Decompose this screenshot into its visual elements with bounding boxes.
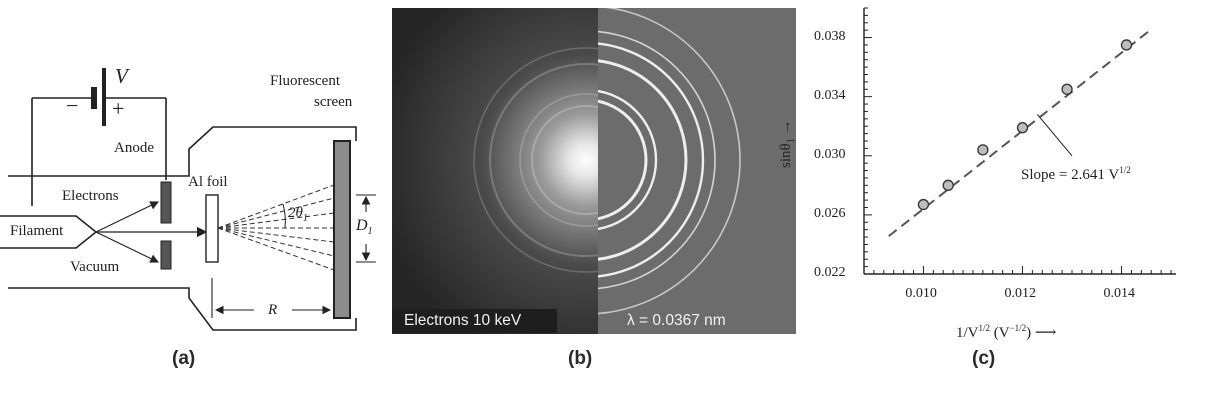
photo-right-half (598, 8, 796, 334)
foil-label: Al foil (188, 174, 228, 190)
slope-annotation: Slope = 2.641 V1/2 (1021, 162, 1131, 183)
al-foil (205, 194, 219, 263)
apparatus-diagram (0, 68, 376, 331)
x-axis-unit-sup: −1/2 (1009, 323, 1027, 333)
angle-label: 2θ1 (288, 205, 308, 227)
diameter-dimension (356, 194, 376, 263)
slope-sup: 1/2 (1119, 165, 1131, 175)
x-tick-label: 0.012 (1004, 286, 1036, 301)
screen-label-line2: screen (314, 94, 353, 110)
data-point (1016, 122, 1029, 134)
y-axis-label-sub: 1 (786, 138, 797, 144)
x-axis-label-text: 1/V (956, 325, 979, 341)
angle-symbol: 2θ (288, 205, 303, 221)
caption-right: λ = 0.0367 nm (627, 312, 726, 329)
anode-label: Anode (114, 140, 154, 156)
faint-rings (473, 47, 598, 273)
diameter-symbol: D (356, 217, 368, 234)
x-axis-unit: (V (990, 325, 1010, 341)
data-point (977, 144, 989, 156)
electron-path-lower (95, 231, 159, 263)
panel-b-diffraction-photo: Electrons 10 keV λ = 0.0367 nm (b) (390, 0, 796, 406)
distance-dimension (211, 278, 332, 318)
vacuum-label: Vacuum (70, 259, 120, 275)
photo-left-half (392, 8, 598, 334)
slope-text: Slope = 2.641 V (1021, 167, 1120, 183)
data-point (942, 179, 954, 191)
x-axis-unit-close: ) (1026, 325, 1032, 341)
data-point (1061, 83, 1073, 95)
y-tick-label: 0.026 (814, 205, 846, 221)
panel-c-plot: sinθ1 → 1/V1/2 (V−1/2) ⟶ Slope = 2.641 V… (778, 0, 1232, 406)
electrons-label: Electrons (62, 188, 119, 204)
minus-sign: − (66, 93, 79, 118)
y-axis-label: sinθ1 → (778, 120, 800, 168)
y-tick-label: 0.030 (814, 146, 846, 162)
data-point (917, 198, 930, 211)
y-axis-label-text: sinθ (778, 143, 794, 168)
diameter-label: D1 (356, 218, 373, 240)
voltage-symbol: V (115, 64, 128, 88)
fluorescent-screen (333, 140, 351, 319)
x-tick-label: 0.014 (1103, 286, 1136, 301)
vacuum-tube (8, 126, 357, 331)
angle-subscript: 1 (302, 213, 308, 224)
panel-a-apparatus: V − + Anode Electrons Filament Vacuum Al… (0, 0, 380, 406)
y-tick-label: 0.038 (814, 28, 846, 44)
caption-left: Electrons 10 keV (404, 312, 522, 329)
battery-negative-plate (91, 87, 97, 109)
panel-c-label: (c) (972, 348, 996, 369)
filament-label: Filament (10, 223, 64, 239)
y-tick-label: 0.034 (814, 87, 846, 103)
x-axis-label-sup: 1/2 (978, 323, 991, 333)
y-tick-label: 0.022 (814, 265, 846, 280)
diffraction-image (392, 8, 796, 334)
sharp-rings (598, 8, 741, 315)
diameter-subscript: 1 (367, 226, 373, 238)
scatter-plot (863, 7, 1176, 275)
caption-left-bg (392, 309, 557, 333)
angle-arc (282, 203, 286, 229)
battery-positive-plate (102, 68, 106, 126)
panel-b-label: (b) (568, 348, 593, 369)
electron-path-upper (95, 201, 159, 233)
slope-leader-line (1036, 114, 1073, 157)
plus-sign: + (112, 96, 125, 121)
x-axis-arrow: ⟶ (1034, 325, 1057, 341)
data-point (1120, 39, 1133, 51)
diffraction-rays (217, 184, 335, 271)
anode-plate-upper (160, 181, 172, 224)
battery-circuit (31, 97, 167, 206)
x-tick-label: 0.010 (905, 286, 937, 301)
panel-a-label: (a) (172, 348, 196, 369)
x-axis-label: 1/V1/2 (V−1/2) ⟶ (956, 320, 1056, 341)
screen-label-line1: Fluorescent (270, 73, 340, 89)
distance-label: R (268, 302, 278, 318)
anode-plate-lower (160, 240, 172, 270)
y-axis-arrow: → (778, 119, 794, 135)
